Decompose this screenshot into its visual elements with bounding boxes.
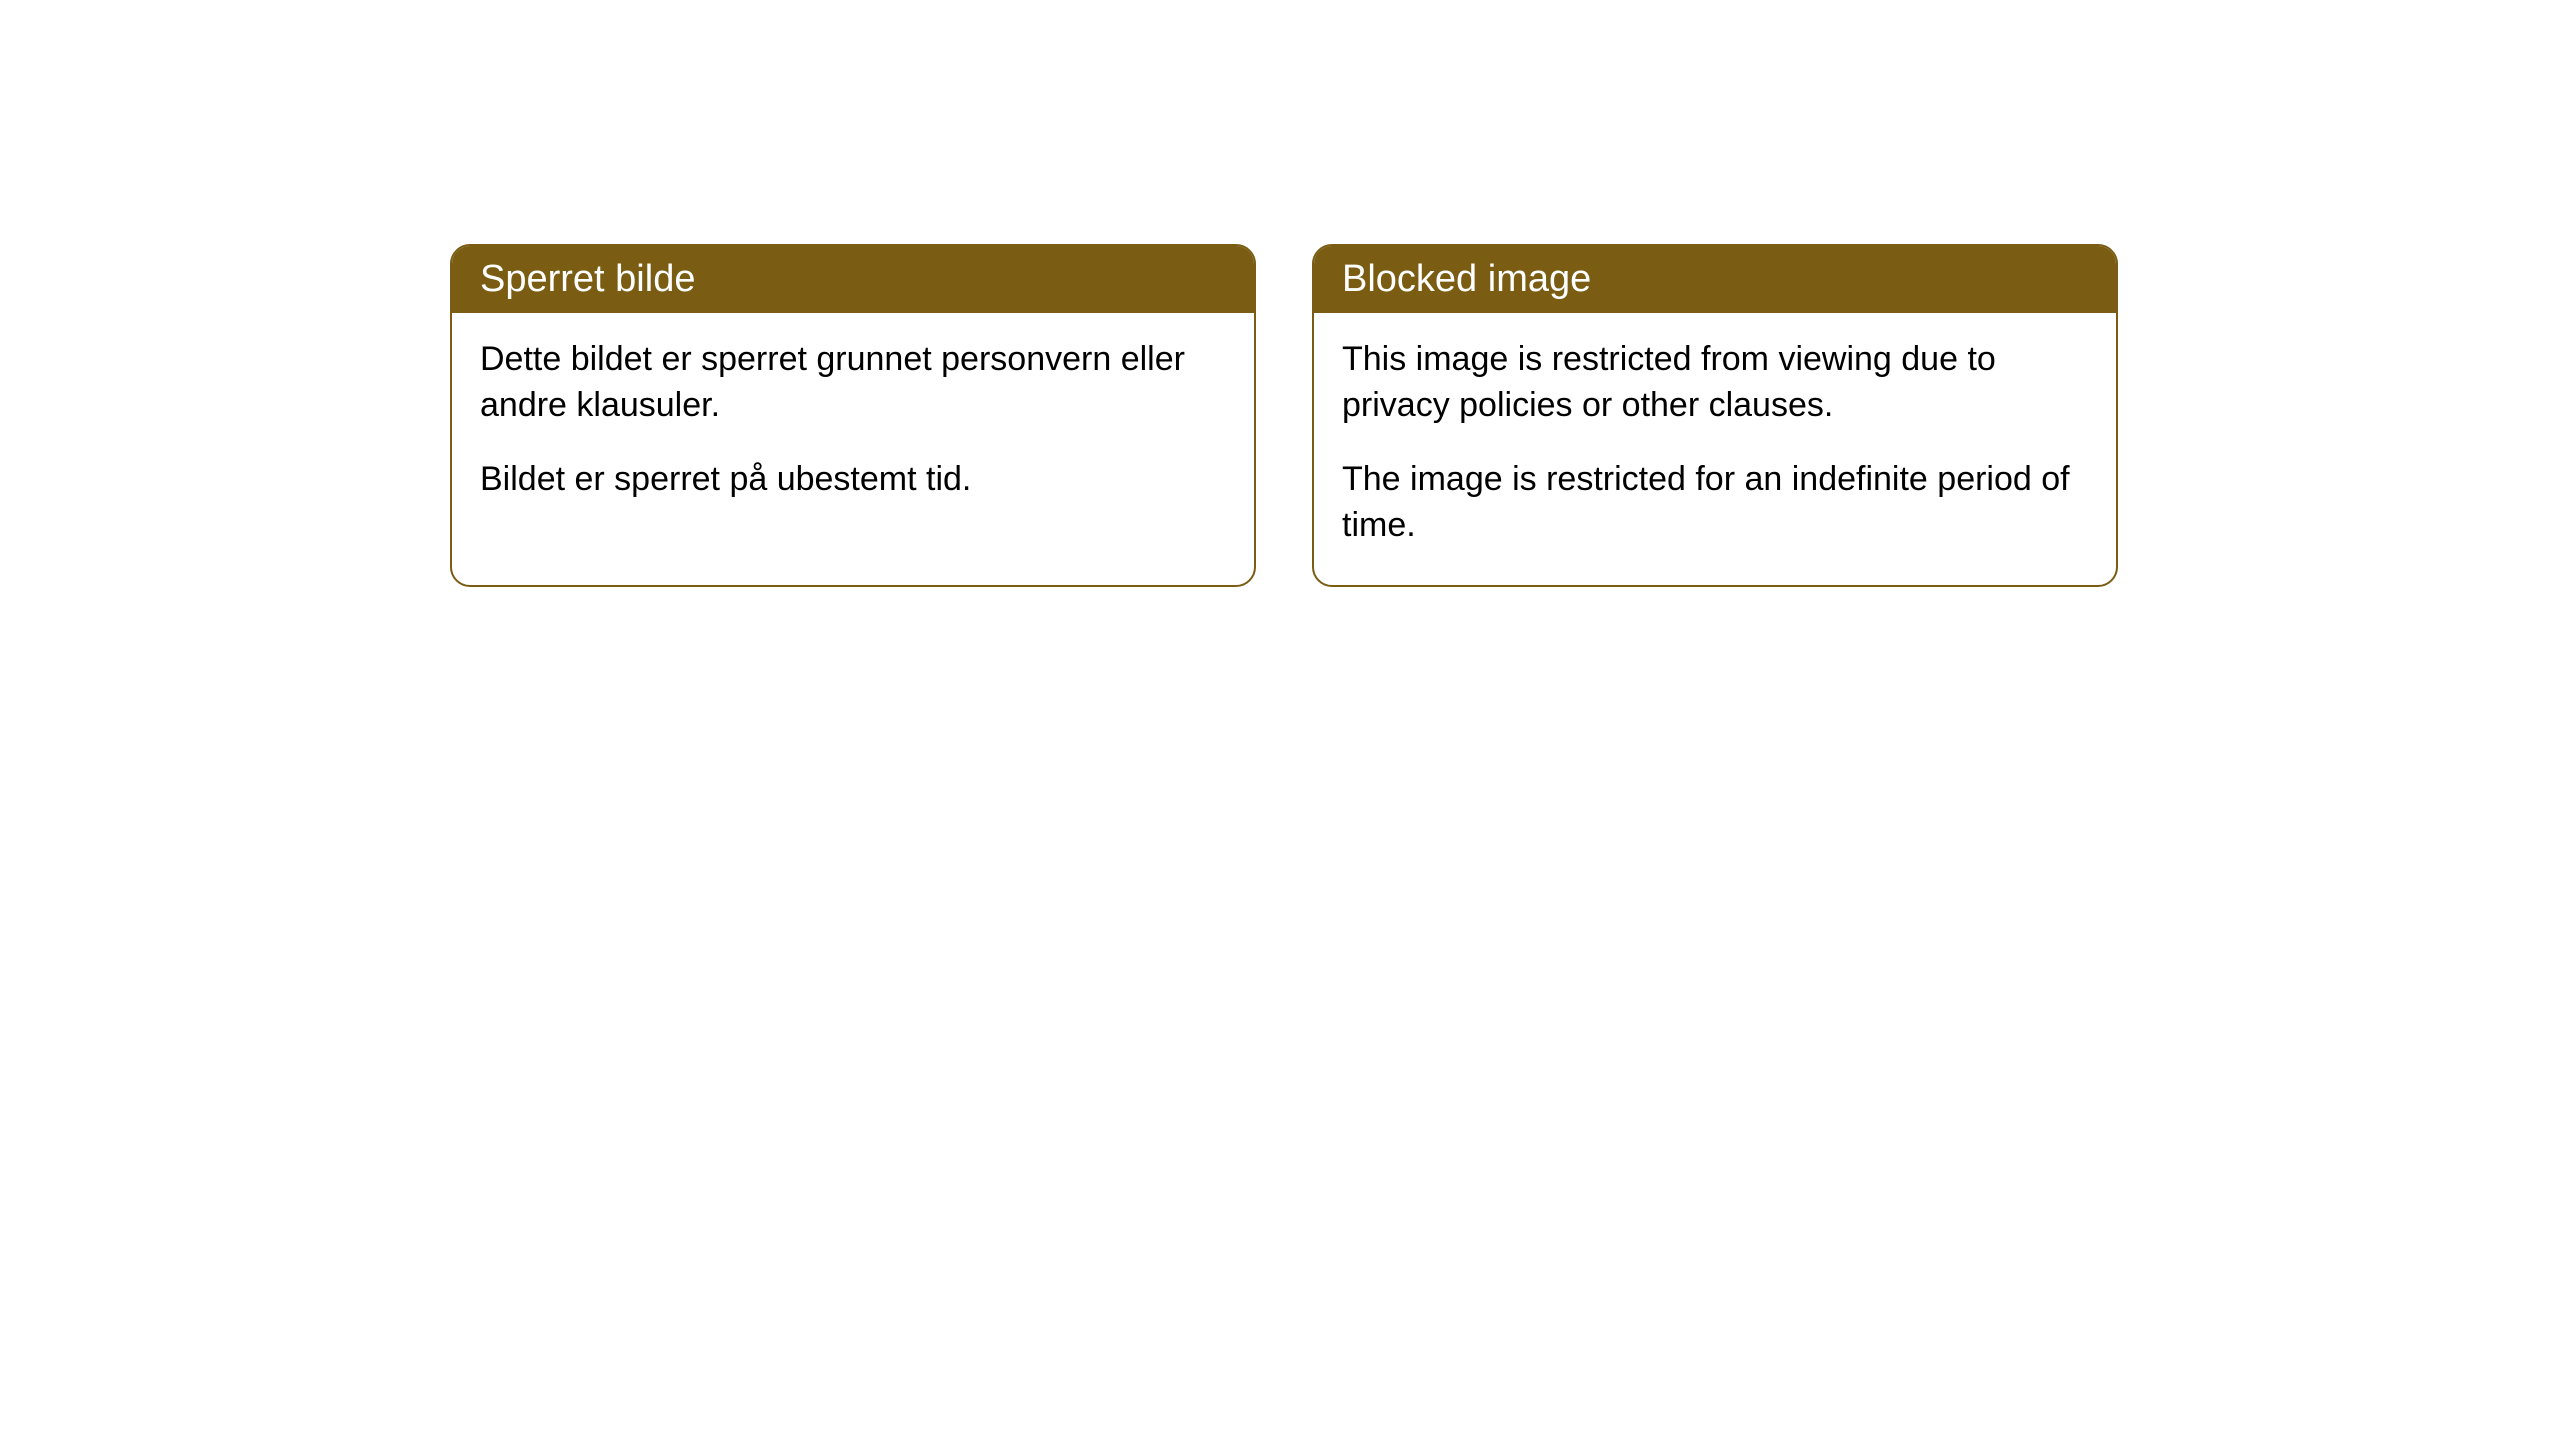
card-paragraph-1: This image is restricted from viewing du…	[1342, 337, 2088, 429]
blocked-image-card-english: Blocked image This image is restricted f…	[1312, 244, 2118, 587]
notice-cards-container: Sperret bilde Dette bildet er sperret gr…	[450, 244, 2118, 587]
card-paragraph-1: Dette bildet er sperret grunnet personve…	[480, 337, 1226, 429]
card-paragraph-2: Bildet er sperret på ubestemt tid.	[480, 457, 1226, 503]
blocked-image-card-norwegian: Sperret bilde Dette bildet er sperret gr…	[450, 244, 1256, 587]
card-title: Blocked image	[1342, 258, 1591, 300]
card-body: This image is restricted from viewing du…	[1314, 313, 2116, 585]
card-title: Sperret bilde	[480, 258, 695, 300]
card-body: Dette bildet er sperret grunnet personve…	[452, 313, 1254, 539]
card-header: Blocked image	[1314, 246, 2116, 313]
card-header: Sperret bilde	[452, 246, 1254, 313]
card-paragraph-2: The image is restricted for an indefinit…	[1342, 457, 2088, 549]
